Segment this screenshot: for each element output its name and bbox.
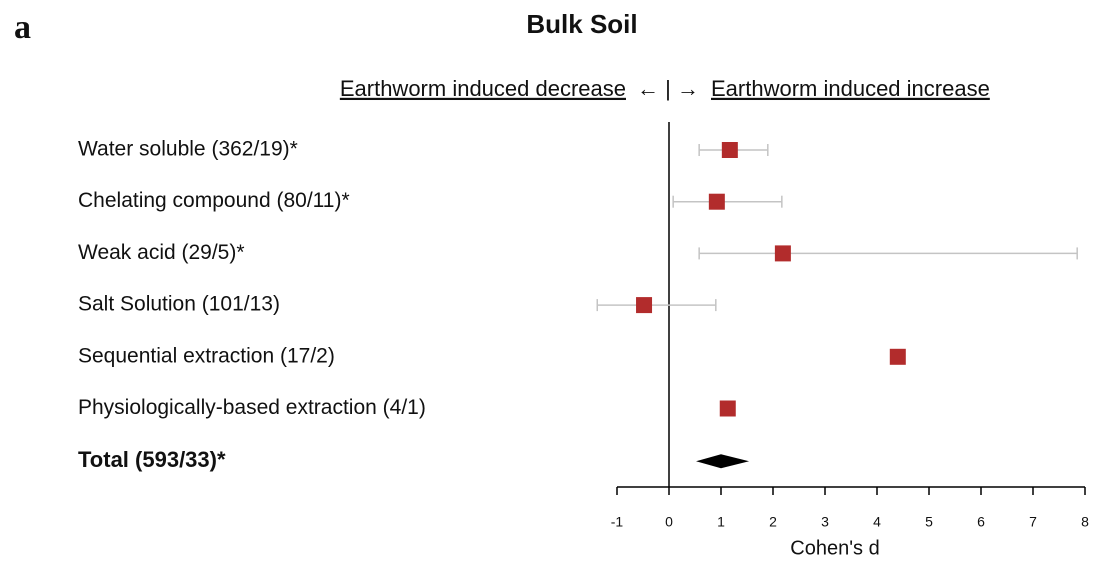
x-tick-label: 6 (977, 514, 985, 530)
header-right: Earthworm induced increase (711, 76, 990, 101)
x-tick-label: 1 (717, 514, 725, 530)
row-label: Salt Solution (101/13) (78, 293, 280, 316)
point-estimate (721, 142, 738, 158)
total-diamond (696, 454, 750, 469)
row-label: Sequential extraction (17/2) (78, 344, 335, 367)
x-tick-label: 4 (873, 514, 881, 530)
point-estimate (774, 245, 791, 262)
row-label: Chelating compound (80/11)* (78, 189, 350, 212)
point-estimate (708, 193, 725, 210)
x-tick-label: 0 (665, 514, 673, 530)
row-label: Physiologically-based extraction (4/1) (78, 396, 426, 419)
header-mid: ← | → (637, 76, 699, 101)
x-tick-label: 5 (925, 514, 933, 530)
chart-title: Bulk Soil (526, 9, 637, 39)
row-label: Weak acid (29/5)* (78, 241, 245, 264)
x-tick-label: 3 (821, 514, 829, 530)
x-axis-label: Cohen's d (790, 537, 879, 559)
row-label: Water soluble (362/19)* (78, 138, 298, 161)
point-estimate (889, 348, 906, 365)
x-tick-label: -1 (611, 514, 624, 530)
x-tick-label: 8 (1081, 514, 1089, 530)
header-left: Earthworm induced decrease (340, 76, 626, 101)
point-estimate (719, 400, 736, 417)
x-tick-label: 2 (769, 514, 777, 530)
total-label: Total (593/33)* (78, 447, 226, 472)
x-tick-label: 7 (1029, 514, 1037, 530)
panel-label: a (14, 9, 31, 46)
point-estimate (636, 297, 653, 314)
